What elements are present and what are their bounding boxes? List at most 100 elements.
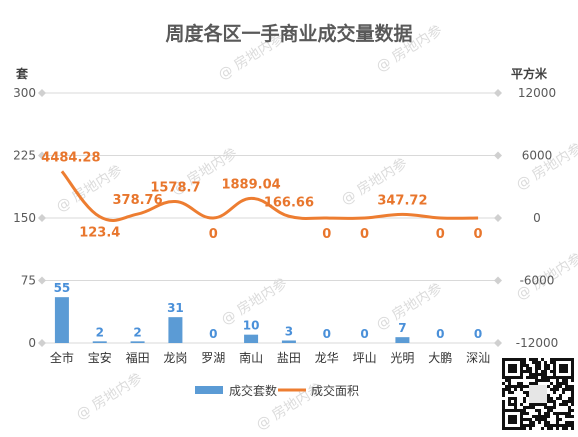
qr-module bbox=[523, 385, 526, 388]
qr-module bbox=[529, 367, 532, 370]
qr-module bbox=[526, 394, 529, 397]
bar-data-label: 2 bbox=[133, 325, 141, 339]
qr-module bbox=[502, 403, 505, 406]
category-label: 坪山 bbox=[353, 351, 377, 365]
qr-module bbox=[535, 364, 538, 367]
qr-module bbox=[511, 397, 514, 400]
qr-module bbox=[571, 427, 574, 430]
qr-module bbox=[541, 358, 544, 361]
qr-module bbox=[523, 412, 526, 415]
qr-module bbox=[517, 382, 520, 385]
qr-module bbox=[529, 418, 532, 421]
qr-module bbox=[547, 397, 550, 400]
qr-module bbox=[538, 367, 541, 370]
qr-module bbox=[505, 385, 508, 388]
qr-module bbox=[529, 427, 532, 430]
right-tick-label: 6000 bbox=[522, 149, 553, 163]
qr-module bbox=[568, 406, 571, 409]
qr-module bbox=[526, 376, 529, 379]
area-line bbox=[60, 170, 479, 222]
grid-marker-right bbox=[494, 151, 502, 160]
qr-module bbox=[508, 400, 511, 403]
bar bbox=[130, 341, 145, 343]
qr-module bbox=[532, 376, 535, 379]
qr-module bbox=[571, 388, 574, 391]
qr-module bbox=[550, 397, 553, 400]
qr-module bbox=[502, 400, 505, 403]
qr-module bbox=[571, 397, 574, 400]
qr-module bbox=[547, 406, 550, 409]
bar-data-label: 55 bbox=[54, 281, 71, 295]
left-tick-label: 150 bbox=[13, 211, 36, 225]
qr-module bbox=[562, 427, 565, 430]
grid-marker-right bbox=[494, 89, 502, 97]
bar-data-label: 3 bbox=[285, 325, 293, 339]
qr-module bbox=[535, 361, 538, 364]
qr-module bbox=[556, 388, 559, 391]
qr-module bbox=[529, 382, 532, 385]
watermark-text: @ 房地内参 bbox=[373, 280, 445, 334]
qr-module bbox=[565, 415, 568, 418]
qr-module bbox=[568, 400, 571, 403]
bar-data-label: 2 bbox=[96, 325, 104, 339]
qr-module bbox=[535, 379, 538, 382]
qr-module bbox=[547, 409, 550, 412]
grid-marker-right bbox=[494, 214, 502, 222]
line-data-label: 378.76 bbox=[112, 193, 162, 208]
qr-module bbox=[535, 382, 538, 385]
qr-module bbox=[550, 382, 553, 385]
watermark-text: @ 房地内参 bbox=[73, 370, 145, 424]
grid-marker-right bbox=[494, 339, 502, 347]
left-tick-label: 225 bbox=[13, 149, 36, 163]
qr-module bbox=[562, 400, 565, 403]
qr-module bbox=[526, 406, 529, 409]
qr-module bbox=[571, 424, 574, 427]
qr-module bbox=[544, 424, 547, 427]
legend-line-label: 成交面积 bbox=[311, 383, 359, 398]
right-tick-label: -6000 bbox=[520, 274, 555, 288]
qr-module bbox=[550, 409, 553, 412]
line-data-label: 0 bbox=[436, 227, 445, 242]
qr-module bbox=[523, 400, 526, 403]
qr-module bbox=[541, 415, 544, 418]
qr-module bbox=[532, 382, 535, 385]
qr-module bbox=[535, 370, 538, 373]
right-tick-label: 0 bbox=[533, 211, 541, 225]
qr-module bbox=[523, 361, 526, 364]
qr-module bbox=[571, 403, 574, 406]
qr-module bbox=[508, 385, 511, 388]
category-label: 大鹏 bbox=[428, 351, 452, 365]
qr-module bbox=[544, 361, 547, 364]
qr-module bbox=[559, 412, 562, 415]
qr-module bbox=[565, 424, 568, 427]
category-label: 深汕 bbox=[466, 351, 490, 365]
qr-module bbox=[556, 379, 559, 382]
qr-module bbox=[532, 424, 535, 427]
qr-finder-core bbox=[559, 364, 568, 373]
category-label: 罗湖 bbox=[201, 350, 225, 365]
qr-module bbox=[562, 412, 565, 415]
qr-module bbox=[544, 364, 547, 367]
qr-module bbox=[550, 370, 553, 373]
qr-module bbox=[526, 385, 529, 388]
qr-module bbox=[517, 385, 520, 388]
qr-module bbox=[550, 406, 553, 409]
qr-module bbox=[538, 373, 541, 376]
qr-finder-core bbox=[508, 415, 517, 424]
qr-module bbox=[559, 424, 562, 427]
category-label: 盐田 bbox=[277, 351, 301, 365]
qr-module bbox=[535, 403, 538, 406]
qr-finder-core bbox=[508, 364, 517, 373]
qr-module bbox=[526, 367, 529, 370]
bar bbox=[281, 340, 296, 343]
qr-module bbox=[550, 400, 553, 403]
qr-module bbox=[571, 400, 574, 403]
qr-module bbox=[547, 385, 550, 388]
qr-module bbox=[544, 406, 547, 409]
left-tick-label: 75 bbox=[21, 274, 36, 288]
qr-module bbox=[550, 388, 553, 391]
category-axis: 全市 宝安 福田 龙岗 罗湖 南山 盐田 龙华 坪山 光明 大鹏 深汕 bbox=[50, 350, 490, 365]
qr-module bbox=[544, 370, 547, 373]
qr-module bbox=[538, 409, 541, 412]
